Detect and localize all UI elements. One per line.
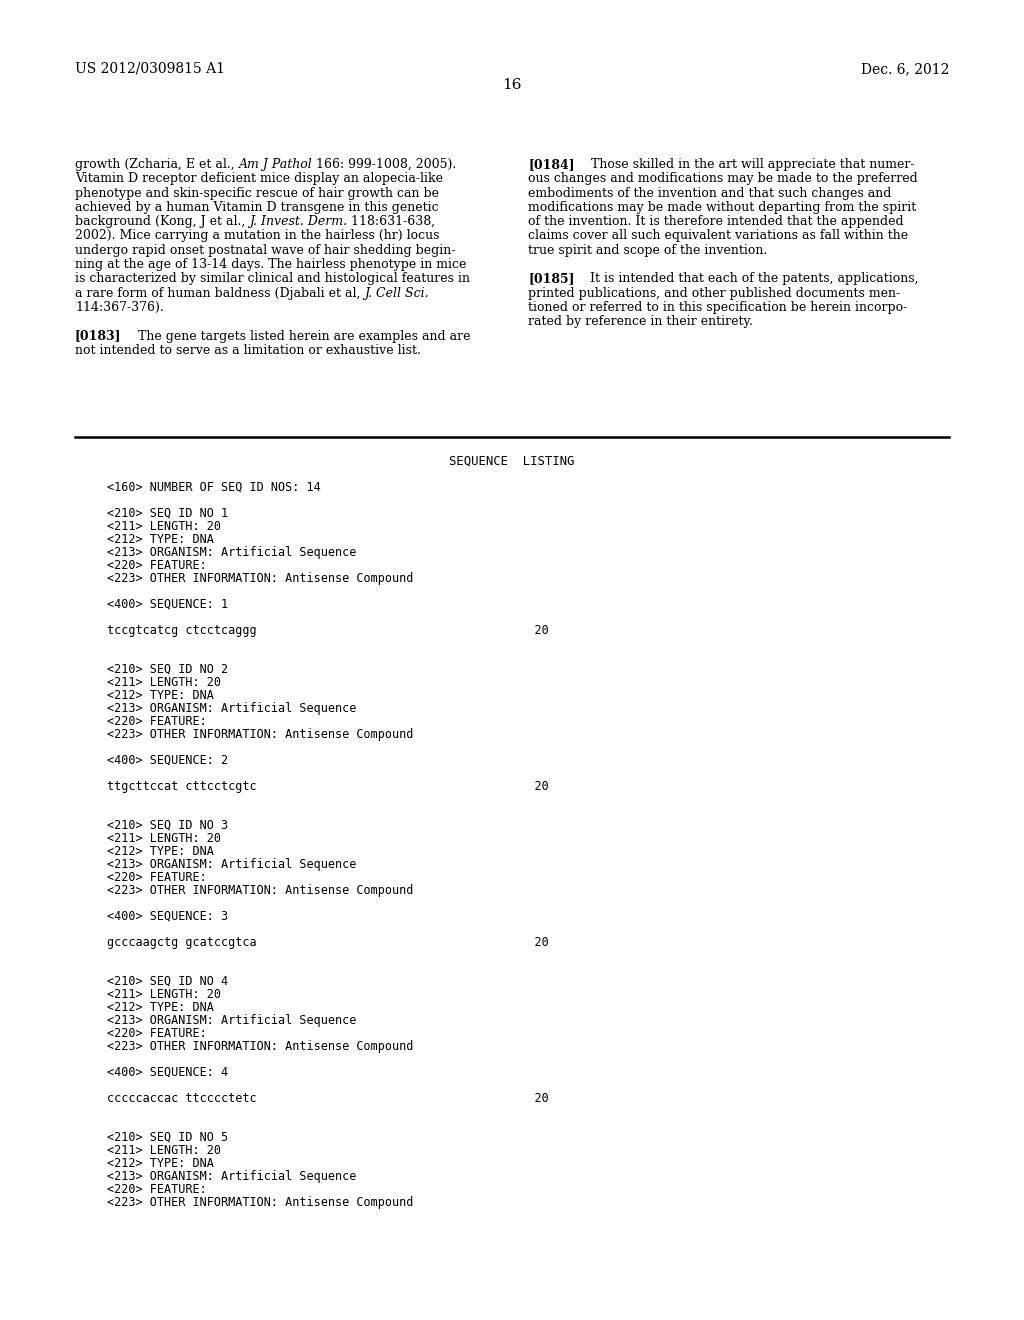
Text: <210> SEQ ID NO 1: <210> SEQ ID NO 1 xyxy=(106,507,228,520)
Text: <400> SEQUENCE: 4: <400> SEQUENCE: 4 xyxy=(106,1067,228,1078)
Text: Dec. 6, 2012: Dec. 6, 2012 xyxy=(860,62,949,77)
Text: <210> SEQ ID NO 2: <210> SEQ ID NO 2 xyxy=(106,663,228,676)
Text: <211> LENGTH: 20: <211> LENGTH: 20 xyxy=(106,1144,221,1158)
Text: <220> FEATURE:: <220> FEATURE: xyxy=(106,1183,207,1196)
Text: <223> OTHER INFORMATION: Antisense Compound: <223> OTHER INFORMATION: Antisense Compo… xyxy=(106,1196,414,1209)
Text: undergo rapid onset postnatal wave of hair shedding begin-: undergo rapid onset postnatal wave of ha… xyxy=(75,244,456,257)
Text: gcccaagctg gcatccgtca                                       20: gcccaagctg gcatccgtca 20 xyxy=(106,936,549,949)
Text: <210> SEQ ID NO 3: <210> SEQ ID NO 3 xyxy=(106,818,228,832)
Text: <213> ORGANISM: Artificial Sequence: <213> ORGANISM: Artificial Sequence xyxy=(106,1014,356,1027)
Text: cccccaccac ttcccctetc                                       20: cccccaccac ttcccctetc 20 xyxy=(106,1092,549,1105)
Text: <211> LENGTH: 20: <211> LENGTH: 20 xyxy=(106,987,221,1001)
Text: Am J Pathol: Am J Pathol xyxy=(239,158,312,172)
Text: true spirit and scope of the invention.: true spirit and scope of the invention. xyxy=(528,244,767,257)
Text: It is intended that each of the patents, applications,: It is intended that each of the patents,… xyxy=(574,272,919,285)
Text: <211> LENGTH: 20: <211> LENGTH: 20 xyxy=(106,676,221,689)
Text: <400> SEQUENCE: 2: <400> SEQUENCE: 2 xyxy=(106,754,228,767)
Text: <213> ORGANISM: Artificial Sequence: <213> ORGANISM: Artificial Sequence xyxy=(106,546,356,558)
Text: ttgcttccat cttcctcgtc                                       20: ttgcttccat cttcctcgtc 20 xyxy=(106,780,549,793)
Text: <220> FEATURE:: <220> FEATURE: xyxy=(106,871,207,884)
Text: 166: 999-1008, 2005).: 166: 999-1008, 2005). xyxy=(312,158,457,172)
Text: of the invention. It is therefore intended that the appended: of the invention. It is therefore intend… xyxy=(528,215,903,228)
Text: growth (Zcharia, E et al.,: growth (Zcharia, E et al., xyxy=(75,158,239,172)
Text: modifications may be made without departing from the spirit: modifications may be made without depart… xyxy=(528,201,916,214)
Text: embodiments of the invention and that such changes and: embodiments of the invention and that su… xyxy=(528,186,891,199)
Text: [0185]: [0185] xyxy=(528,272,574,285)
Text: [0183]: [0183] xyxy=(75,330,122,343)
Text: 114:367-376).: 114:367-376). xyxy=(75,301,164,314)
Text: <212> TYPE: DNA: <212> TYPE: DNA xyxy=(106,1158,214,1170)
Text: US 2012/0309815 A1: US 2012/0309815 A1 xyxy=(75,62,225,77)
Text: printed publications, and other published documents men-: printed publications, and other publishe… xyxy=(528,286,900,300)
Text: <223> OTHER INFORMATION: Antisense Compound: <223> OTHER INFORMATION: Antisense Compo… xyxy=(106,884,414,898)
Text: <220> FEATURE:: <220> FEATURE: xyxy=(106,1027,207,1040)
Text: 16: 16 xyxy=(502,78,522,92)
Text: ous changes and modifications may be made to the preferred: ous changes and modifications may be mad… xyxy=(528,173,918,185)
Text: phenotype and skin-specific rescue of hair growth can be: phenotype and skin-specific rescue of ha… xyxy=(75,186,439,199)
Text: claims cover all such equivalent variations as fall within the: claims cover all such equivalent variati… xyxy=(528,230,908,243)
Text: tioned or referred to in this specification be herein incorpo-: tioned or referred to in this specificat… xyxy=(528,301,907,314)
Text: Vitamin D receptor deficient mice display an alopecia-like: Vitamin D receptor deficient mice displa… xyxy=(75,173,443,185)
Text: is characterized by similar clinical and histological features in: is characterized by similar clinical and… xyxy=(75,272,470,285)
Text: J. Cell Sci.: J. Cell Sci. xyxy=(365,286,429,300)
Text: The gene targets listed herein are examples and are: The gene targets listed herein are examp… xyxy=(122,330,470,343)
Text: ning at the age of 13-14 days. The hairless phenotype in mice: ning at the age of 13-14 days. The hairl… xyxy=(75,259,466,271)
Text: J. Invest. Derm.: J. Invest. Derm. xyxy=(249,215,347,228)
Text: <400> SEQUENCE: 1: <400> SEQUENCE: 1 xyxy=(106,598,228,611)
Text: <211> LENGTH: 20: <211> LENGTH: 20 xyxy=(106,832,221,845)
Text: <223> OTHER INFORMATION: Antisense Compound: <223> OTHER INFORMATION: Antisense Compo… xyxy=(106,729,414,741)
Text: <211> LENGTH: 20: <211> LENGTH: 20 xyxy=(106,520,221,533)
Text: 2002). Mice carrying a mutation in the hairless (hr) locus: 2002). Mice carrying a mutation in the h… xyxy=(75,230,439,243)
Text: background (Kong, J et al.,: background (Kong, J et al., xyxy=(75,215,249,228)
Text: <220> FEATURE:: <220> FEATURE: xyxy=(106,715,207,729)
Text: <212> TYPE: DNA: <212> TYPE: DNA xyxy=(106,689,214,702)
Text: <213> ORGANISM: Artificial Sequence: <213> ORGANISM: Artificial Sequence xyxy=(106,858,356,871)
Text: <223> OTHER INFORMATION: Antisense Compound: <223> OTHER INFORMATION: Antisense Compo… xyxy=(106,572,414,585)
Text: <212> TYPE: DNA: <212> TYPE: DNA xyxy=(106,533,214,546)
Text: a rare form of human baldness (Djabali et al,: a rare form of human baldness (Djabali e… xyxy=(75,286,365,300)
Text: <400> SEQUENCE: 3: <400> SEQUENCE: 3 xyxy=(106,909,228,923)
Text: <220> FEATURE:: <220> FEATURE: xyxy=(106,558,207,572)
Text: tccgtcatcg ctcctcaggg                                       20: tccgtcatcg ctcctcaggg 20 xyxy=(106,624,549,638)
Text: <210> SEQ ID NO 4: <210> SEQ ID NO 4 xyxy=(106,975,228,987)
Text: <210> SEQ ID NO 5: <210> SEQ ID NO 5 xyxy=(106,1131,228,1144)
Text: [0184]: [0184] xyxy=(528,158,574,172)
Text: <160> NUMBER OF SEQ ID NOS: 14: <160> NUMBER OF SEQ ID NOS: 14 xyxy=(106,480,321,494)
Text: <213> ORGANISM: Artificial Sequence: <213> ORGANISM: Artificial Sequence xyxy=(106,702,356,715)
Text: <212> TYPE: DNA: <212> TYPE: DNA xyxy=(106,1001,214,1014)
Text: <212> TYPE: DNA: <212> TYPE: DNA xyxy=(106,845,214,858)
Text: 118:631-638,: 118:631-638, xyxy=(347,215,435,228)
Text: <213> ORGANISM: Artificial Sequence: <213> ORGANISM: Artificial Sequence xyxy=(106,1170,356,1183)
Text: rated by reference in their entirety.: rated by reference in their entirety. xyxy=(528,315,753,329)
Text: <223> OTHER INFORMATION: Antisense Compound: <223> OTHER INFORMATION: Antisense Compo… xyxy=(106,1040,414,1053)
Text: achieved by a human Vitamin D transgene in this genetic: achieved by a human Vitamin D transgene … xyxy=(75,201,438,214)
Text: Those skilled in the art will appreciate that numer-: Those skilled in the art will appreciate… xyxy=(574,158,914,172)
Text: not intended to serve as a limitation or exhaustive list.: not intended to serve as a limitation or… xyxy=(75,345,421,356)
Text: SEQUENCE  LISTING: SEQUENCE LISTING xyxy=(450,455,574,469)
